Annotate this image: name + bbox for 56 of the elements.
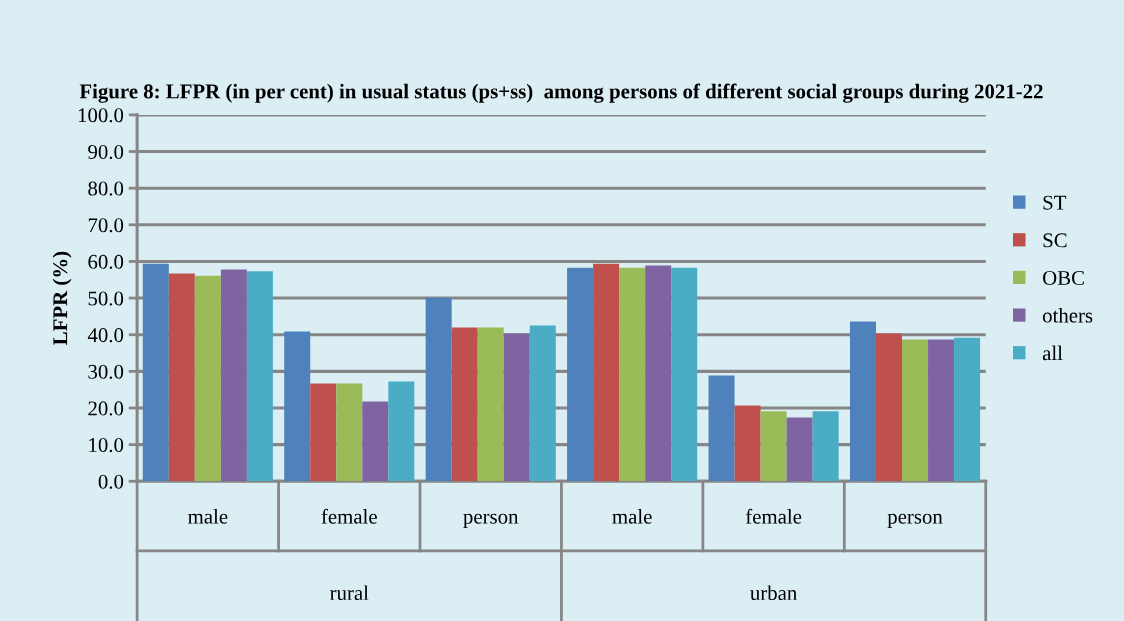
bar: [477, 327, 504, 482]
bar: [734, 405, 761, 482]
legend-label: SC: [1043, 233, 1067, 248]
bar: [246, 271, 273, 482]
y-tick-label: 70.0: [88, 218, 124, 233]
y-tick-label: 80.0: [88, 181, 124, 196]
bar: [812, 411, 839, 482]
bar: [194, 275, 221, 482]
bar: [928, 339, 955, 482]
bar: [875, 333, 903, 482]
x-tick-label: female: [321, 508, 377, 524]
y-tick-label: 20.0: [88, 401, 124, 416]
bar: [142, 263, 169, 482]
bar: [645, 265, 672, 482]
bar: [786, 417, 813, 482]
chart-title: Figure 8: LFPR (in per cent) in usual status (ps+ss) among persons of different social groups during 2021-22: [79, 83, 1043, 103]
x-tick-label: person: [463, 513, 519, 528]
y-tick-label: 30.0: [88, 364, 124, 379]
bar: [902, 339, 929, 482]
bar: [388, 381, 415, 482]
bar: [760, 411, 787, 482]
y-tick-label: 0.0: [98, 474, 124, 489]
legend-label: OBC: [1043, 270, 1084, 285]
bar: [954, 337, 981, 482]
y-tick-label: 10.0: [89, 438, 124, 453]
x-tick-label: female: [745, 508, 802, 524]
bar: [503, 333, 530, 482]
y-axis-title: LFPR (%): [52, 251, 72, 345]
legend-label: all: [1042, 345, 1063, 361]
bar: [567, 267, 594, 482]
bar: [451, 327, 478, 482]
y-tick-label: 40.0: [87, 328, 124, 343]
legend-label: others: [1042, 307, 1093, 323]
y-tick-label: 100.0: [78, 108, 124, 123]
y-tick-label: 90.0: [88, 144, 124, 160]
bar: [310, 383, 337, 482]
bar: [593, 263, 620, 482]
legend-label: ST: [1043, 195, 1067, 210]
bar: [284, 331, 311, 482]
text: urban: [750, 585, 797, 601]
text: rural: [330, 585, 369, 601]
x-tick-label: male: [612, 509, 652, 524]
bar: [529, 325, 556, 482]
bar: [168, 273, 195, 482]
bar: [671, 267, 698, 482]
bar: [849, 321, 876, 482]
y-tick-label: 50.0: [88, 291, 124, 306]
x-tick-label: male: [188, 509, 228, 524]
x-tick-label: person: [887, 513, 943, 528]
bar: [336, 383, 363, 482]
bar: [425, 297, 452, 482]
bar: [362, 401, 389, 482]
bar: [708, 375, 735, 482]
bar: [619, 267, 646, 482]
y-tick-label: 60.0: [88, 254, 124, 269]
bar: [220, 269, 247, 482]
